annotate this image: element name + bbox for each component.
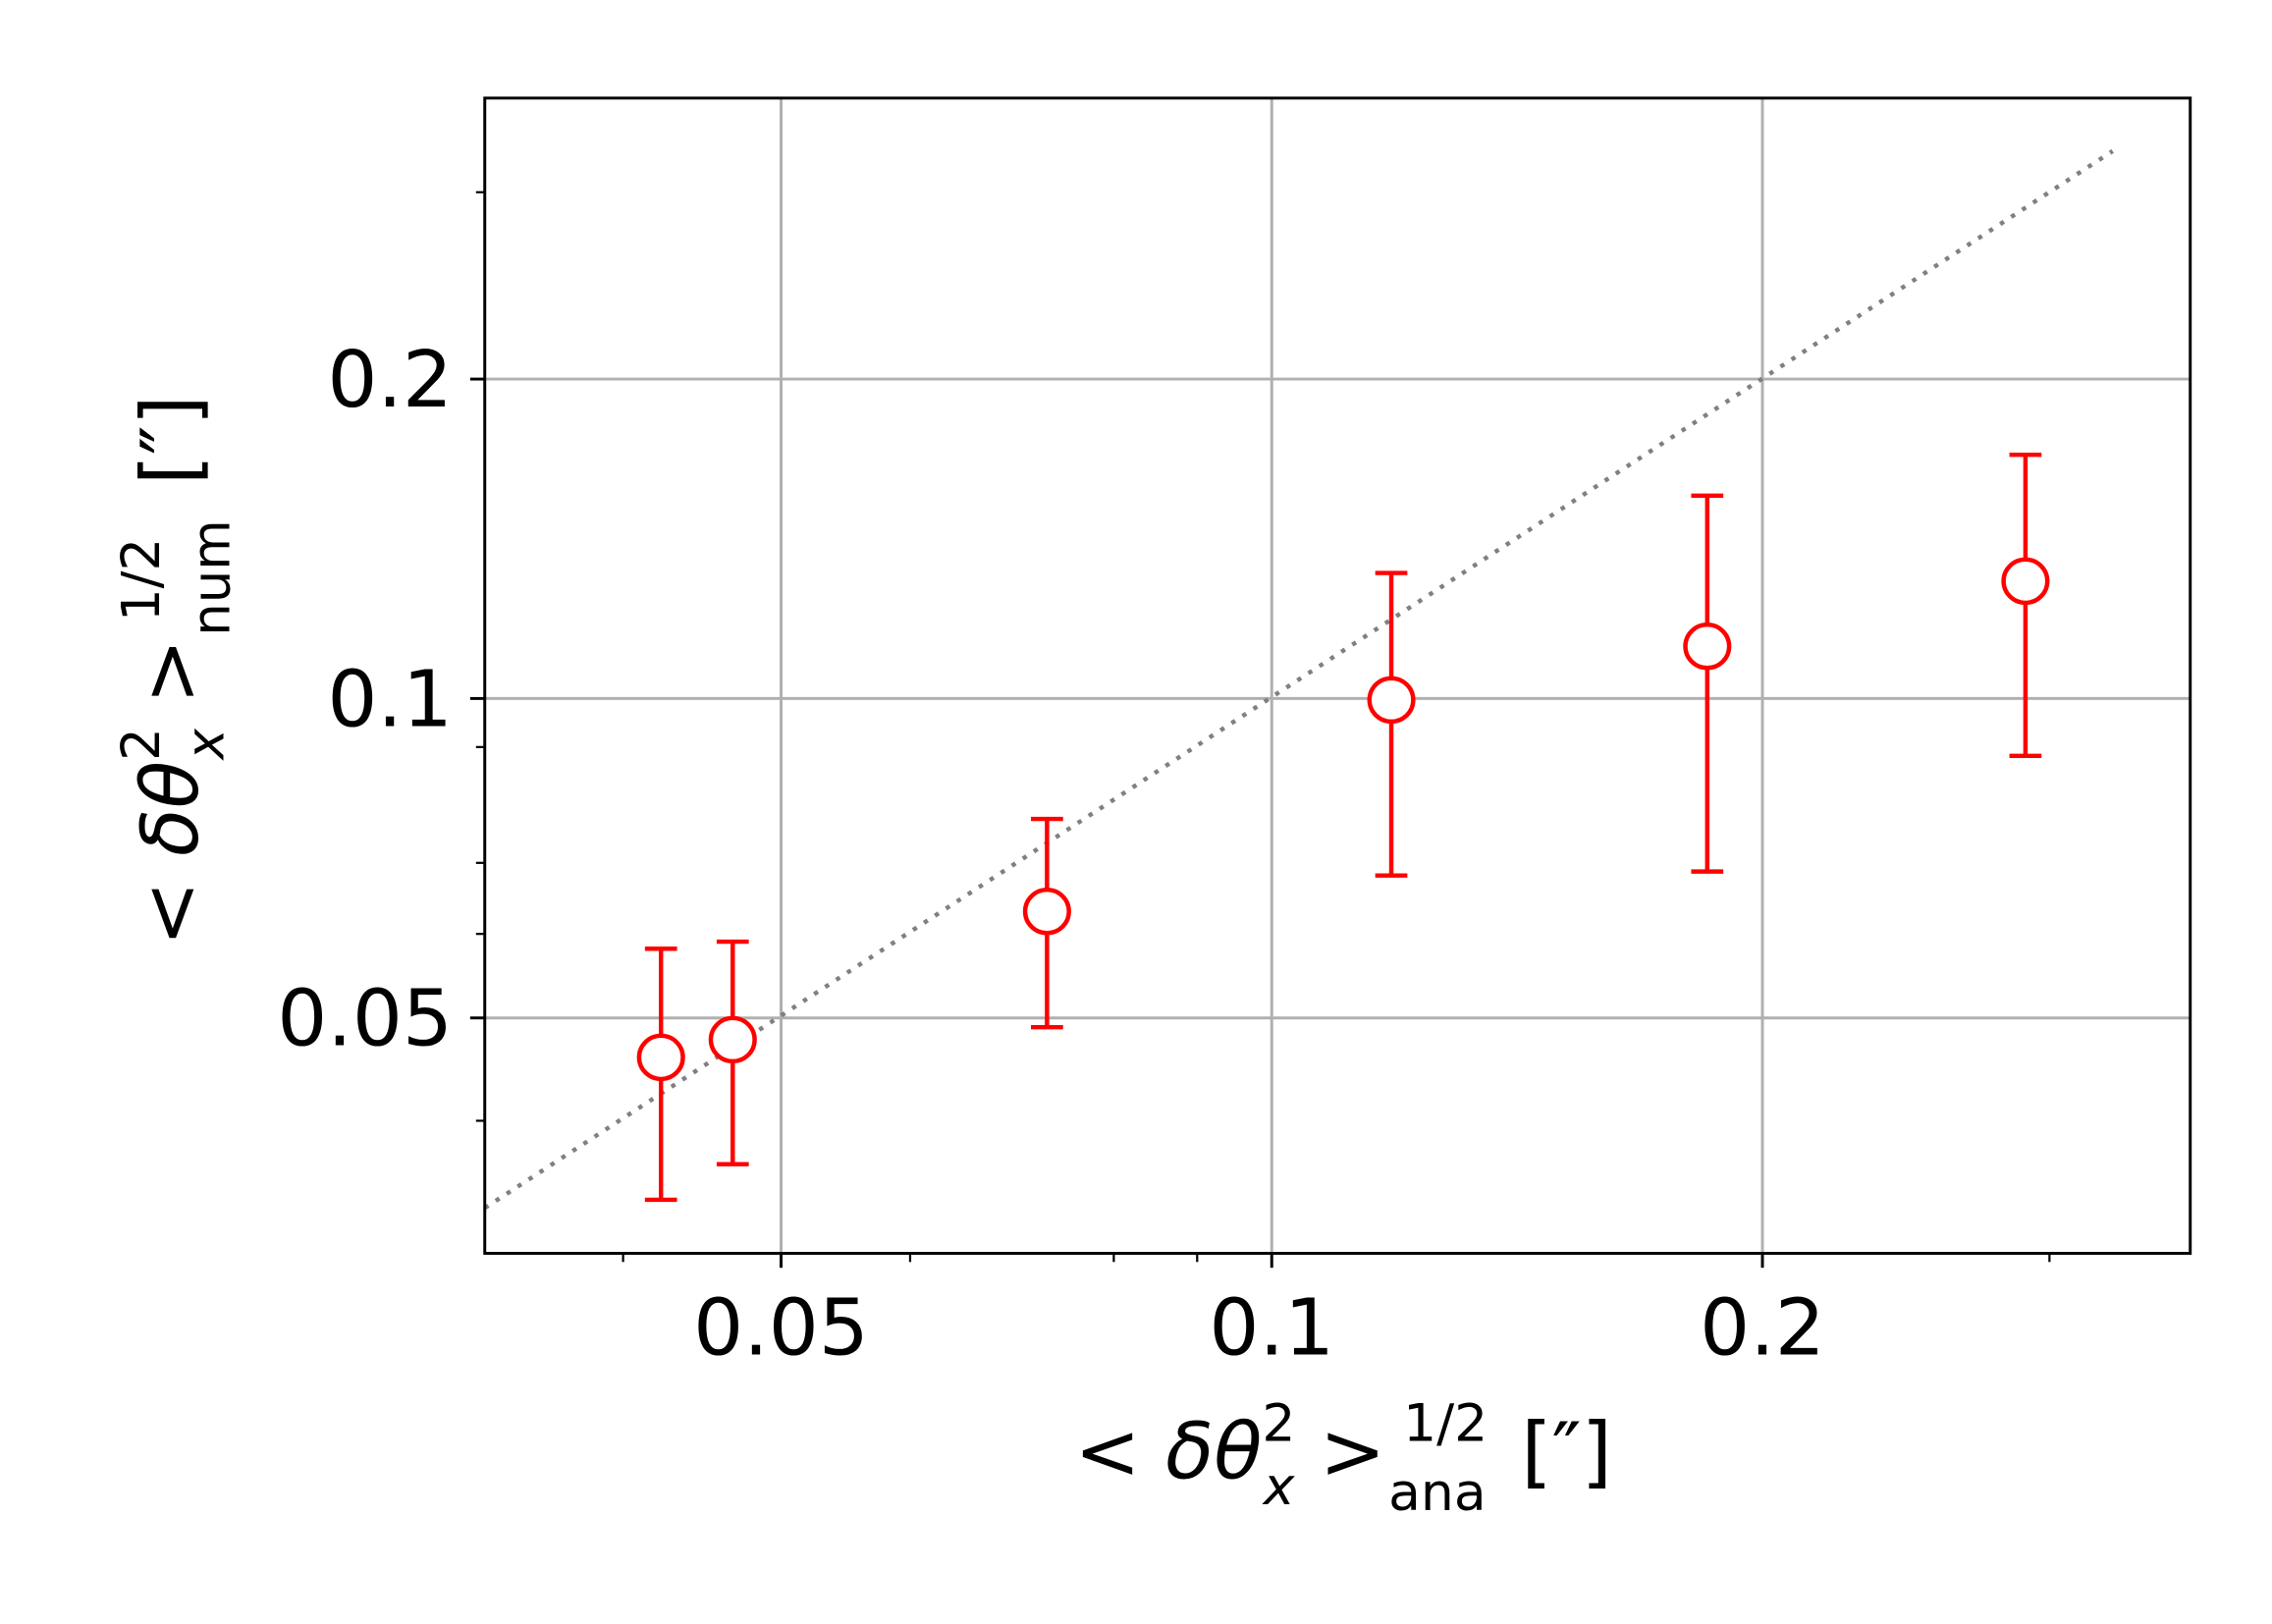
point: [1022, 888, 1071, 936]
label-part: [″]: [124, 395, 216, 485]
label-part: δθ: [124, 761, 216, 856]
x-tick-label: 0.1: [1209, 1282, 1334, 1373]
reference-line: [483, 149, 2114, 1211]
label-part: 1/2: [1403, 1393, 1488, 1454]
label-part: >: [124, 639, 216, 730]
label-part: [″]: [1521, 1406, 1612, 1496]
label-part: ana: [1388, 1462, 1487, 1523]
label-part: x: [1262, 1456, 1295, 1517]
label-part: <: [1074, 1406, 1165, 1496]
y-tick-label: 0.2: [327, 334, 453, 424]
y-axis-label: < δθ2x >1/2 num [″]: [111, 395, 243, 946]
y-tick-label: 0.1: [327, 654, 453, 744]
x-axis-label: < δθ2 x >1/2 ana [″]: [1074, 1393, 1612, 1523]
label-part: 2: [111, 728, 172, 761]
label-part: >: [1294, 1406, 1385, 1496]
x-tick-label: 0.2: [1700, 1282, 1825, 1373]
label-part: num: [181, 519, 242, 636]
point: [2001, 557, 2050, 606]
x-tick-label: 0.05: [693, 1282, 869, 1373]
point: [1367, 676, 1416, 725]
label-part: 2: [1262, 1393, 1295, 1454]
label-part: 1/2: [111, 538, 172, 622]
label-part: <: [124, 856, 216, 947]
label-part: x: [175, 729, 236, 762]
point: [708, 1015, 757, 1064]
plot-frame: [483, 96, 2192, 1255]
label-part: δθ: [1165, 1406, 1262, 1496]
y-tick-label: 0.05: [277, 973, 453, 1063]
point: [1683, 622, 1732, 671]
point: [636, 1033, 685, 1082]
